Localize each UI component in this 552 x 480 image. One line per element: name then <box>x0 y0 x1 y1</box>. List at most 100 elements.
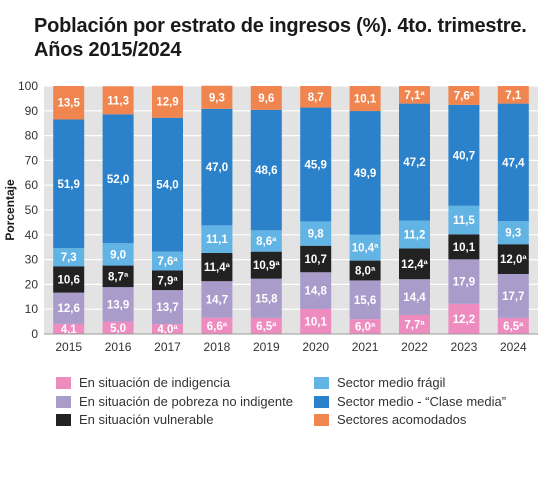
data-label: 10,1 <box>354 94 377 106</box>
data-label: 7,1ª <box>404 90 425 102</box>
bar-segment <box>201 85 233 109</box>
bar-segment <box>53 119 85 249</box>
bar-segment <box>399 86 430 104</box>
bar-segment <box>399 314 430 334</box>
data-label: 14,4 <box>403 292 426 304</box>
bar-segment <box>399 279 430 315</box>
data-label: 6,5ª <box>256 321 277 333</box>
data-label: 8,6ª <box>256 236 277 248</box>
data-label: 7,6ª <box>454 90 475 102</box>
bar-segment <box>399 220 430 249</box>
x-tick-label: 2023 <box>451 340 478 354</box>
data-label: 10,9ª <box>253 260 280 272</box>
data-label: 7,3 <box>61 252 77 264</box>
data-label: 8,0ª <box>355 266 376 278</box>
bar-segment <box>349 260 381 281</box>
y-tick-label: 50 <box>25 203 39 217</box>
data-label: 47,4 <box>502 157 525 169</box>
bar-segment <box>448 104 480 206</box>
bar-segment <box>497 244 529 274</box>
bar-segment <box>152 270 183 291</box>
bar-segment <box>349 86 381 112</box>
data-label: 17,7 <box>502 291 524 303</box>
bar-segment <box>300 86 332 108</box>
bar-segment <box>349 319 381 334</box>
bar-segment <box>250 278 282 318</box>
data-label: 9,6 <box>258 93 274 105</box>
y-tick-label: 100 <box>18 79 38 93</box>
data-label: 13,9 <box>107 299 129 311</box>
data-label: 11,1 <box>206 234 228 246</box>
bar-segment <box>300 221 332 246</box>
y-tick-label: 60 <box>25 178 39 192</box>
bar-segment <box>201 108 233 226</box>
data-label: 9,8 <box>308 229 325 241</box>
data-label: 6,6ª <box>207 321 228 333</box>
y-axis-label: Porcentaje <box>3 179 17 241</box>
bar-segment <box>250 109 282 231</box>
data-label: 8,7ª <box>108 271 129 283</box>
data-label: 51,9 <box>58 179 80 191</box>
x-tick-label: 2015 <box>55 340 82 354</box>
bar-segment <box>497 221 529 245</box>
data-label: 49,9 <box>354 168 376 180</box>
data-label: 4,0ª <box>157 324 178 336</box>
bar-segment <box>152 324 183 334</box>
data-label: 45,9 <box>305 159 327 171</box>
data-label: 7,6ª <box>157 256 178 268</box>
bar-segment <box>201 252 233 282</box>
chart-title-line-2: Años 2015/2024 <box>34 39 182 61</box>
data-label: 9,3 <box>505 228 521 240</box>
data-label: 12,6 <box>58 303 80 315</box>
y-tick-label: 30 <box>25 253 39 267</box>
x-tick-label: 2019 <box>253 340 280 354</box>
data-label: 11,4ª <box>204 262 231 274</box>
y-tick-label: 90 <box>25 104 39 118</box>
bar-segment <box>497 86 529 104</box>
bar-segment <box>448 86 480 105</box>
bar-segment <box>250 86 282 110</box>
data-label: 4,1 <box>61 324 78 336</box>
x-tick-label: 2020 <box>302 340 329 354</box>
bar-segment <box>300 245 332 273</box>
bar-segment <box>448 205 480 235</box>
data-label: 10,6 <box>58 274 80 286</box>
data-label: 8,7 <box>308 92 324 104</box>
bar-segment <box>102 86 134 115</box>
x-tick-label: 2017 <box>154 340 181 354</box>
data-label: 40,7 <box>453 150 475 162</box>
bar-segment <box>497 103 529 222</box>
data-label: 15,6 <box>354 295 376 307</box>
data-label: 12,2 <box>453 314 475 326</box>
data-label: 10,1 <box>453 242 476 254</box>
bar-segment <box>152 117 183 252</box>
bar-segment <box>53 292 85 324</box>
bar-segment <box>399 248 430 280</box>
data-label: 54,0 <box>156 180 178 192</box>
bar-segment <box>399 103 430 221</box>
data-label: 14,7 <box>206 294 228 306</box>
data-label: 6,5ª <box>503 321 524 333</box>
data-label: 5,0 <box>110 323 126 335</box>
data-label: 12,4ª <box>401 259 428 271</box>
data-label: 12,9 <box>156 97 178 109</box>
bar-segment <box>53 266 85 293</box>
bar-segment <box>102 114 134 244</box>
bar-segment <box>300 308 332 334</box>
data-label: 15,8 <box>255 293 278 305</box>
bar-segment <box>102 243 134 266</box>
bar-segment <box>152 290 183 325</box>
x-tick-label: 2016 <box>105 340 132 354</box>
data-label: 9,0 <box>110 249 126 261</box>
data-label: 17,9 <box>453 277 475 289</box>
bar-segment <box>53 86 85 120</box>
data-label: 7,9ª <box>157 275 178 287</box>
data-label: 47,0 <box>206 162 228 174</box>
data-label: 47,2 <box>403 157 425 169</box>
bar-segment <box>300 272 332 309</box>
bar-segment <box>152 85 183 118</box>
data-label: 9,3 <box>209 92 225 104</box>
plot-area: 0 10 20 30 40 50 60 70 80 90 100 Porcentaje 4,1 12,6 1… <box>3 79 538 354</box>
y-tick-label: 70 <box>25 153 39 167</box>
bar-segment <box>349 280 381 320</box>
